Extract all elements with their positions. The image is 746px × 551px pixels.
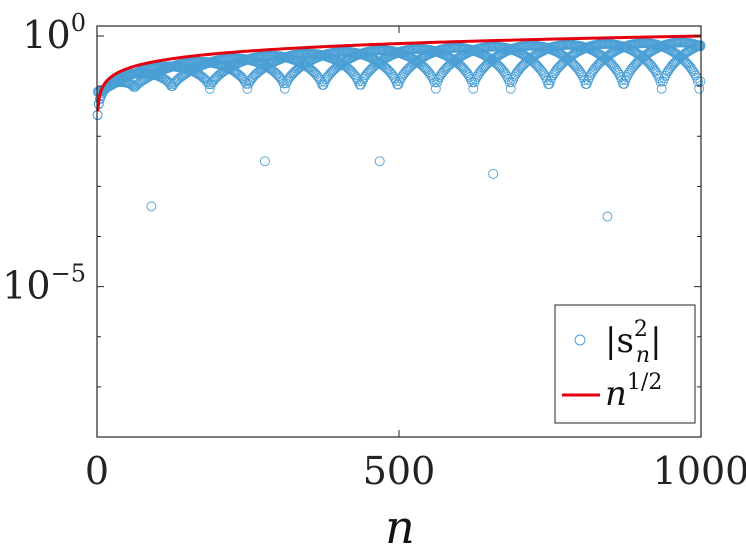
scatter-point [242,83,253,94]
scatter-point [539,70,550,81]
scatter-point [643,48,654,59]
scatter-point [540,72,551,83]
scatter-point [586,68,597,78]
scatter-point [311,69,322,80]
scatter-point [694,83,705,94]
scatter-point [572,63,583,74]
scatter-point [468,83,479,94]
scatter-point [656,83,667,94]
scatter-point [577,70,587,80]
x-axis-label: n [385,500,415,551]
legend-marker-scatter [574,334,586,346]
scatter-point [423,67,434,78]
scatter-point [505,83,516,94]
scatter-point [473,69,484,80]
scatter-point [581,79,592,89]
scatter-point [655,76,666,87]
scatter-point [610,64,621,75]
scatter-point [498,66,509,77]
scatter-point [534,63,545,74]
scatter-point [376,55,387,66]
scatter-point [508,74,519,84]
scatter-point [127,80,138,91]
legend-box [554,304,696,424]
scatter-point [348,69,359,79]
legend: |s2 n| n1/2 [554,304,696,424]
y-tick-label: 100 [22,9,86,57]
scatter-point [662,66,673,77]
scatter-point [690,70,701,81]
y-tick-label: 10−5 [2,260,86,308]
scatter-point [504,77,515,88]
scatter-point [609,62,620,73]
scatter-point [349,70,360,81]
scatter-point [544,79,555,90]
scatter-point [573,64,584,75]
scatter-point [606,48,616,59]
scatter-point [619,78,630,89]
scatter-point [279,83,290,94]
scatter-point [535,65,546,75]
scatter-point [397,71,407,82]
scatter-point [204,83,215,94]
series-line-sqrt-n [96,34,702,112]
scatter-point [235,70,246,81]
scatter-point [389,73,400,84]
x-tick-label: 1000 [653,449,746,493]
x-tick-label: 0 [85,449,109,493]
scatter-point [614,69,625,80]
line-series [96,34,702,112]
scatter-point [537,66,548,77]
scatter-point [386,68,397,79]
scatter-point [685,62,696,73]
scatter-point [497,64,508,75]
scatter-series [92,37,706,222]
legend-label-scatter: |s2 n| [605,317,662,368]
scatter-point [146,201,157,212]
scatter-point [624,67,635,78]
legend-label-line: n1/2 [605,370,662,414]
scatter-point [648,63,659,74]
scatter-point [237,73,248,84]
scatter-point [689,68,700,79]
scatter-point [435,70,446,81]
scatter-point [374,156,385,167]
scatter-point [282,75,293,86]
scatter-point [352,74,363,85]
tick-labels: 0 500 1000 100 10−5 [2,9,746,493]
scatter-point [312,71,323,82]
scatter-point [314,74,325,85]
scatter-point [602,211,613,222]
scatter-point [165,79,176,90]
scatter-point [549,68,560,79]
scatter-point [684,61,695,72]
scatter-point [259,156,270,167]
scatter-point [273,71,284,82]
scatter-point [510,69,521,80]
scatter-point [394,76,405,87]
scatter-point [647,61,658,72]
scatter-point [461,66,471,77]
scatter-point [320,74,331,85]
scatter-point [488,168,499,179]
axis-ticks [96,26,702,438]
scatter-point [308,67,319,78]
x-tick-label: 500 [363,449,436,493]
scatter-point [430,83,441,94]
